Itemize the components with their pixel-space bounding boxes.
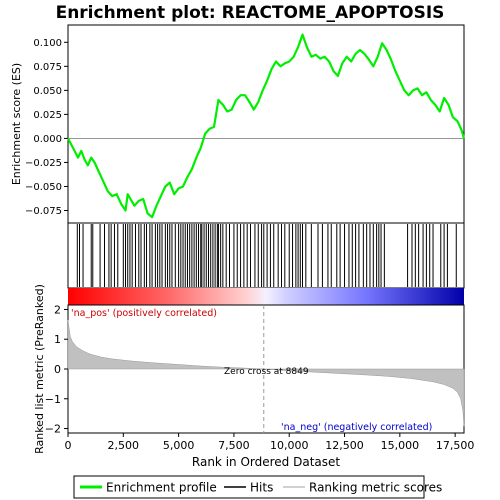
colorbar-gradient <box>68 288 464 305</box>
top-y-tick-label: −0.025 <box>25 158 62 169</box>
bottom-y-tick-label: 1 <box>54 333 61 346</box>
x-tick-label: 15,000 <box>381 439 420 452</box>
top-y-tick-label: 0.000 <box>33 134 62 145</box>
negative-correlation-label: 'na_neg' (negatively correlated) <box>281 422 432 433</box>
top-y-tick-label: 0.075 <box>33 62 62 73</box>
hits-panel-frame <box>67 222 465 289</box>
enrichment-score-panel: −0.075 −0.050 −0.025 0.000 0.025 0.050 0.075 0.… <box>10 24 466 224</box>
bottom-y-tick-label: 0 <box>54 363 61 376</box>
x-tick-label: 12,500 <box>325 439 364 452</box>
x-tick-label: 5,000 <box>163 439 195 452</box>
positive-correlation-label: 'na_pos' (positively correlated) <box>71 308 217 319</box>
zero-cross-label: Zero cross at 8849 <box>224 367 309 377</box>
ranking-color-bar <box>68 288 464 305</box>
top-y-tick-label: 0.100 <box>33 38 62 49</box>
top-y-tick-label: 0.050 <box>33 86 62 97</box>
legend-label: Hits <box>250 481 273 495</box>
hits-panel <box>67 222 465 289</box>
top-panel-y-axis-label: Enrichment score (ES) <box>10 63 23 185</box>
top-y-tick-label: −0.075 <box>25 206 62 217</box>
x-tick-label: 0 <box>65 439 72 452</box>
ranked-metric-panel: −2 −1 0 1 2 Zero cross at 8849 'na_pos' (pos… <box>33 284 465 454</box>
bottom-y-tick-label: 2 <box>54 303 61 316</box>
legend-label: Ranking metric scores <box>309 481 442 495</box>
bottom-y-tick-label: −1 <box>45 393 61 406</box>
legend-box <box>73 475 425 499</box>
enrichment-profile-line <box>67 33 466 219</box>
bottom-panel-y-axis-label: Ranked list metric (PreRanked) <box>33 284 46 454</box>
top-y-tick-label: −0.050 <box>25 182 62 193</box>
legend-label: Enrichment profile <box>106 481 217 495</box>
x-tick-label: 10,000 <box>270 439 309 452</box>
chart-title: Enrichment plot: REACTOME_APOPTOSIS <box>56 3 445 23</box>
chart-legend: Enrichment profile Hits Ranking metric sco… <box>73 475 442 499</box>
x-tick-label: 7,500 <box>218 439 250 452</box>
top-y-tick-label: 0.025 <box>33 110 62 121</box>
x-tick-label: 2,500 <box>108 439 140 452</box>
bottom-y-tick-label: −2 <box>45 423 61 436</box>
x-tick-label: 17,500 <box>436 439 475 452</box>
x-axis-label: Rank in Ordered Dataset <box>192 455 340 469</box>
top-panel-frame <box>67 24 465 224</box>
